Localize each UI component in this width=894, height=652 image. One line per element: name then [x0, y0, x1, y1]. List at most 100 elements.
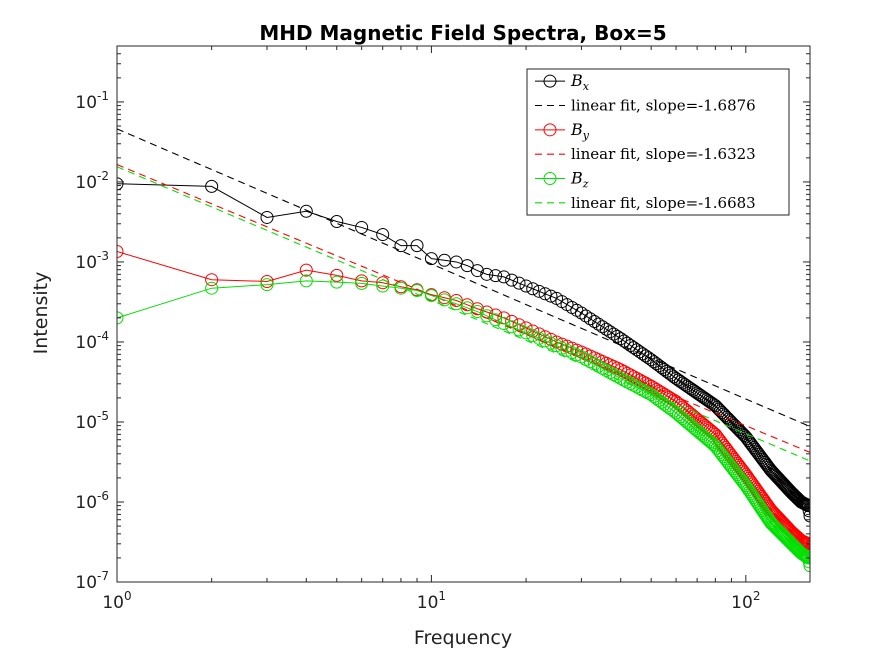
data-point [437, 293, 451, 307]
data-point [662, 366, 676, 380]
data-point [544, 336, 558, 350]
data-point [512, 276, 526, 290]
legend-label: Bz [570, 169, 589, 191]
data-point [260, 274, 274, 288]
data-point [798, 549, 810, 563]
data-point [205, 273, 219, 287]
data-point [748, 442, 762, 456]
y-tick-label: 10-3 [75, 249, 109, 273]
data-point [470, 264, 484, 278]
y-tick-exponent: -7 [97, 569, 109, 583]
data-point [512, 323, 526, 337]
y-tick-label: 10-4 [75, 329, 109, 353]
data-point [592, 317, 606, 331]
data-point [117, 311, 124, 325]
y-tick-exponent: -4 [97, 329, 109, 343]
data-point [299, 274, 313, 288]
data-point [802, 555, 810, 569]
data-point [660, 399, 674, 413]
legend-label-base: B [570, 120, 583, 139]
data-point [489, 313, 503, 327]
data-point [505, 273, 519, 287]
data-point [800, 550, 810, 564]
data-point [512, 318, 526, 332]
data-point [671, 373, 685, 387]
data-point [394, 281, 408, 295]
data-point [117, 245, 124, 259]
legend-entry-1: linear fit, slope=-1.6876 [535, 97, 756, 115]
data-point [489, 269, 503, 283]
data-point [497, 317, 511, 331]
y-tick-label: 10-6 [75, 489, 109, 513]
data-point [595, 320, 609, 334]
data-point [299, 204, 313, 218]
plot-clipped [117, 128, 810, 573]
data-point [480, 309, 494, 323]
data-point [299, 263, 313, 277]
x-tick-exponent: 2 [753, 589, 761, 603]
data-point [617, 334, 631, 348]
data-point [708, 399, 722, 413]
data-point [660, 364, 674, 378]
legend-label: linear fit, slope=-1.6683 [571, 194, 756, 212]
y-tick-exponent: -2 [97, 169, 109, 183]
data-point [603, 325, 617, 339]
x-tick-base: 10 [417, 593, 439, 613]
plot-area [117, 128, 810, 573]
x-tick-exponent: 1 [438, 589, 446, 603]
legend-label: linear fit, slope=-1.6323 [571, 145, 756, 163]
data-point [630, 380, 644, 394]
data-point [526, 282, 540, 296]
legend-entry-4: Bz [535, 169, 589, 191]
data-point [803, 509, 810, 523]
data-point [712, 402, 726, 416]
data-point [424, 289, 438, 303]
y-tick-base: 10 [75, 493, 97, 513]
y-tick-exponent: -3 [97, 249, 109, 263]
x-tick-exponent: 0 [124, 589, 132, 603]
legend-label-subscript: y [582, 129, 590, 142]
legend-entry-0: Bx [535, 71, 590, 93]
data-point [205, 281, 219, 295]
data-point [767, 519, 781, 533]
data-point [355, 276, 369, 290]
legend-label: Bx [570, 71, 590, 93]
y-axis-label: Intensity [30, 272, 52, 355]
data-point [424, 252, 438, 266]
legend-entry-3: linear fit, slope=-1.6323 [535, 145, 756, 163]
data-point [260, 210, 274, 224]
data-point [603, 366, 617, 380]
y-tick-base: 10 [75, 173, 97, 193]
data-point [657, 397, 671, 411]
legend-label-subscript: z [582, 178, 589, 191]
data-point [526, 329, 540, 343]
data-point [330, 275, 344, 289]
data-point [505, 314, 519, 328]
data-point [470, 305, 484, 319]
data-point [330, 268, 344, 282]
data-point [607, 327, 621, 341]
series-0-data [117, 177, 810, 523]
series-5-fit-line [117, 166, 810, 462]
y-tick-label: 10-1 [75, 89, 109, 113]
data-point [489, 308, 503, 322]
data-point [610, 329, 624, 343]
series-3-fit-line [117, 164, 810, 453]
data-point [532, 331, 546, 345]
y-tick-label: 10-5 [75, 409, 109, 433]
data-point [544, 289, 558, 303]
data-point [519, 279, 533, 293]
legend-marker [543, 123, 557, 137]
legend-entry-5: linear fit, slope=-1.6683 [535, 194, 756, 212]
data-point [614, 332, 628, 346]
data-point [538, 287, 552, 301]
series-line-0 [117, 183, 810, 516]
data-point [662, 401, 676, 415]
x-tick-label: 102 [731, 589, 760, 613]
data-point [633, 382, 647, 396]
legend-label-subscript: x [583, 80, 590, 93]
data-point [801, 499, 810, 513]
